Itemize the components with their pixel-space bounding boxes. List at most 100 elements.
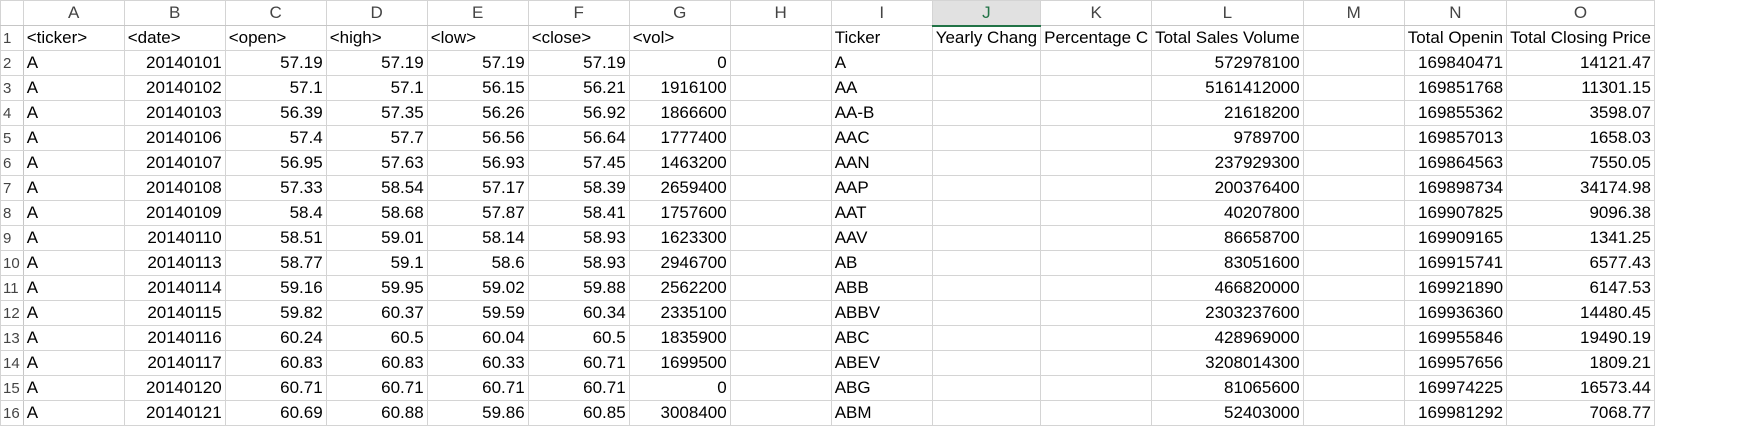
cell-m[interactable] — [1303, 51, 1404, 76]
cell-a[interactable]: A — [23, 76, 124, 101]
cell-k[interactable]: Percentage C — [1041, 26, 1152, 51]
cell-d[interactable]: 57.19 — [326, 51, 427, 76]
cell-n[interactable]: 169864563 — [1404, 151, 1506, 176]
cell-c[interactable]: 56.95 — [225, 151, 326, 176]
cell-h[interactable] — [730, 201, 831, 226]
cell-g[interactable]: 1777400 — [629, 126, 730, 151]
cell-e[interactable]: 56.93 — [427, 151, 528, 176]
cell-c[interactable]: 59.16 — [225, 276, 326, 301]
cell-g[interactable]: 1699500 — [629, 351, 730, 376]
cell-d[interactable]: 57.7 — [326, 126, 427, 151]
column-header-k[interactable]: K — [1041, 1, 1152, 26]
row-header[interactable]: 2 — [1, 51, 24, 76]
cell-d[interactable]: 58.68 — [326, 201, 427, 226]
cell-f[interactable]: 60.5 — [528, 326, 629, 351]
cell-b[interactable]: 20140101 — [124, 51, 225, 76]
cell-d[interactable]: 59.95 — [326, 276, 427, 301]
cell-a[interactable]: A — [23, 376, 124, 401]
cell-c[interactable]: 57.19 — [225, 51, 326, 76]
cell-f[interactable]: 58.93 — [528, 251, 629, 276]
row-header[interactable]: 1 — [1, 26, 24, 51]
row-header[interactable]: 5 — [1, 126, 24, 151]
cell-l[interactable]: 572978100 — [1152, 51, 1304, 76]
cell-m[interactable] — [1303, 26, 1404, 51]
cell-e[interactable]: 57.87 — [427, 201, 528, 226]
cell-l[interactable]: 52403000 — [1152, 401, 1304, 426]
cell-f[interactable]: 60.85 — [528, 401, 629, 426]
cell-d[interactable]: 58.54 — [326, 176, 427, 201]
cell-k[interactable] — [1041, 101, 1152, 126]
cell-k[interactable] — [1041, 226, 1152, 251]
cell-m[interactable] — [1303, 376, 1404, 401]
column-header-c[interactable]: C — [225, 1, 326, 26]
cell-h[interactable] — [730, 251, 831, 276]
column-header-h[interactable]: H — [730, 1, 831, 26]
cell-a[interactable]: A — [23, 251, 124, 276]
row-header[interactable]: 4 — [1, 101, 24, 126]
cell-b[interactable]: 20140120 — [124, 376, 225, 401]
cell-o[interactable]: 3598.07 — [1507, 101, 1655, 126]
cell-h[interactable] — [730, 376, 831, 401]
cell-n[interactable]: 169907825 — [1404, 201, 1506, 226]
cell-k[interactable] — [1041, 351, 1152, 376]
cell-o[interactable]: 1658.03 — [1507, 126, 1655, 151]
cell-e[interactable]: 60.33 — [427, 351, 528, 376]
cell-b[interactable]: 20140114 — [124, 276, 225, 301]
cell-m[interactable] — [1303, 351, 1404, 376]
cell-o[interactable]: 14121.47 — [1507, 51, 1655, 76]
cell-c[interactable]: 60.24 — [225, 326, 326, 351]
cell-g[interactable]: 2946700 — [629, 251, 730, 276]
cell-d[interactable]: 60.83 — [326, 351, 427, 376]
cell-h[interactable] — [730, 276, 831, 301]
cell-c[interactable]: 58.77 — [225, 251, 326, 276]
row-header[interactable]: 10 — [1, 251, 24, 276]
row-header[interactable]: 15 — [1, 376, 24, 401]
cell-d[interactable]: 60.37 — [326, 301, 427, 326]
row-header[interactable]: 8 — [1, 201, 24, 226]
cell-g[interactable]: 1463200 — [629, 151, 730, 176]
cell-o[interactable]: 6577.43 — [1507, 251, 1655, 276]
cell-d[interactable]: 57.63 — [326, 151, 427, 176]
cell-m[interactable] — [1303, 276, 1404, 301]
column-header-f[interactable]: F — [528, 1, 629, 26]
cell-n[interactable]: 169981292 — [1404, 401, 1506, 426]
cell-i[interactable]: ABBV — [831, 301, 932, 326]
row-header[interactable]: 13 — [1, 326, 24, 351]
cell-n[interactable]: 169840471 — [1404, 51, 1506, 76]
cell-e[interactable]: 56.15 — [427, 76, 528, 101]
cell-e[interactable]: 59.02 — [427, 276, 528, 301]
cell-f[interactable]: 56.21 — [528, 76, 629, 101]
cell-e[interactable]: 59.59 — [427, 301, 528, 326]
cell-a[interactable]: <ticker> — [23, 26, 124, 51]
cell-o[interactable]: 1341.25 — [1507, 226, 1655, 251]
cell-o[interactable]: 19490.19 — [1507, 326, 1655, 351]
cell-b[interactable]: <date> — [124, 26, 225, 51]
cell-g[interactable]: 2562200 — [629, 276, 730, 301]
cell-l[interactable]: 9789700 — [1152, 126, 1304, 151]
cell-i[interactable]: ABEV — [831, 351, 932, 376]
cell-j[interactable] — [932, 51, 1040, 76]
cell-e[interactable]: 58.14 — [427, 226, 528, 251]
cell-n[interactable]: 169936360 — [1404, 301, 1506, 326]
cell-j[interactable] — [932, 151, 1040, 176]
cell-h[interactable] — [730, 26, 831, 51]
cell-h[interactable] — [730, 401, 831, 426]
row-header[interactable]: 14 — [1, 351, 24, 376]
cell-m[interactable] — [1303, 151, 1404, 176]
cell-k[interactable] — [1041, 276, 1152, 301]
cell-m[interactable] — [1303, 126, 1404, 151]
cell-f[interactable]: 58.93 — [528, 226, 629, 251]
cell-o[interactable]: Total Closing Price — [1507, 26, 1655, 51]
cell-h[interactable] — [730, 126, 831, 151]
cell-j[interactable] — [932, 226, 1040, 251]
cell-n[interactable]: 169974225 — [1404, 376, 1506, 401]
column-header-e[interactable]: E — [427, 1, 528, 26]
cell-o[interactable]: 34174.98 — [1507, 176, 1655, 201]
cell-i[interactable]: Ticker — [831, 26, 932, 51]
cell-c[interactable]: 57.33 — [225, 176, 326, 201]
cell-i[interactable]: AA-B — [831, 101, 932, 126]
cell-i[interactable]: AAN — [831, 151, 932, 176]
cell-i[interactable]: ABB — [831, 276, 932, 301]
cell-j[interactable] — [932, 101, 1040, 126]
cell-g[interactable]: <vol> — [629, 26, 730, 51]
